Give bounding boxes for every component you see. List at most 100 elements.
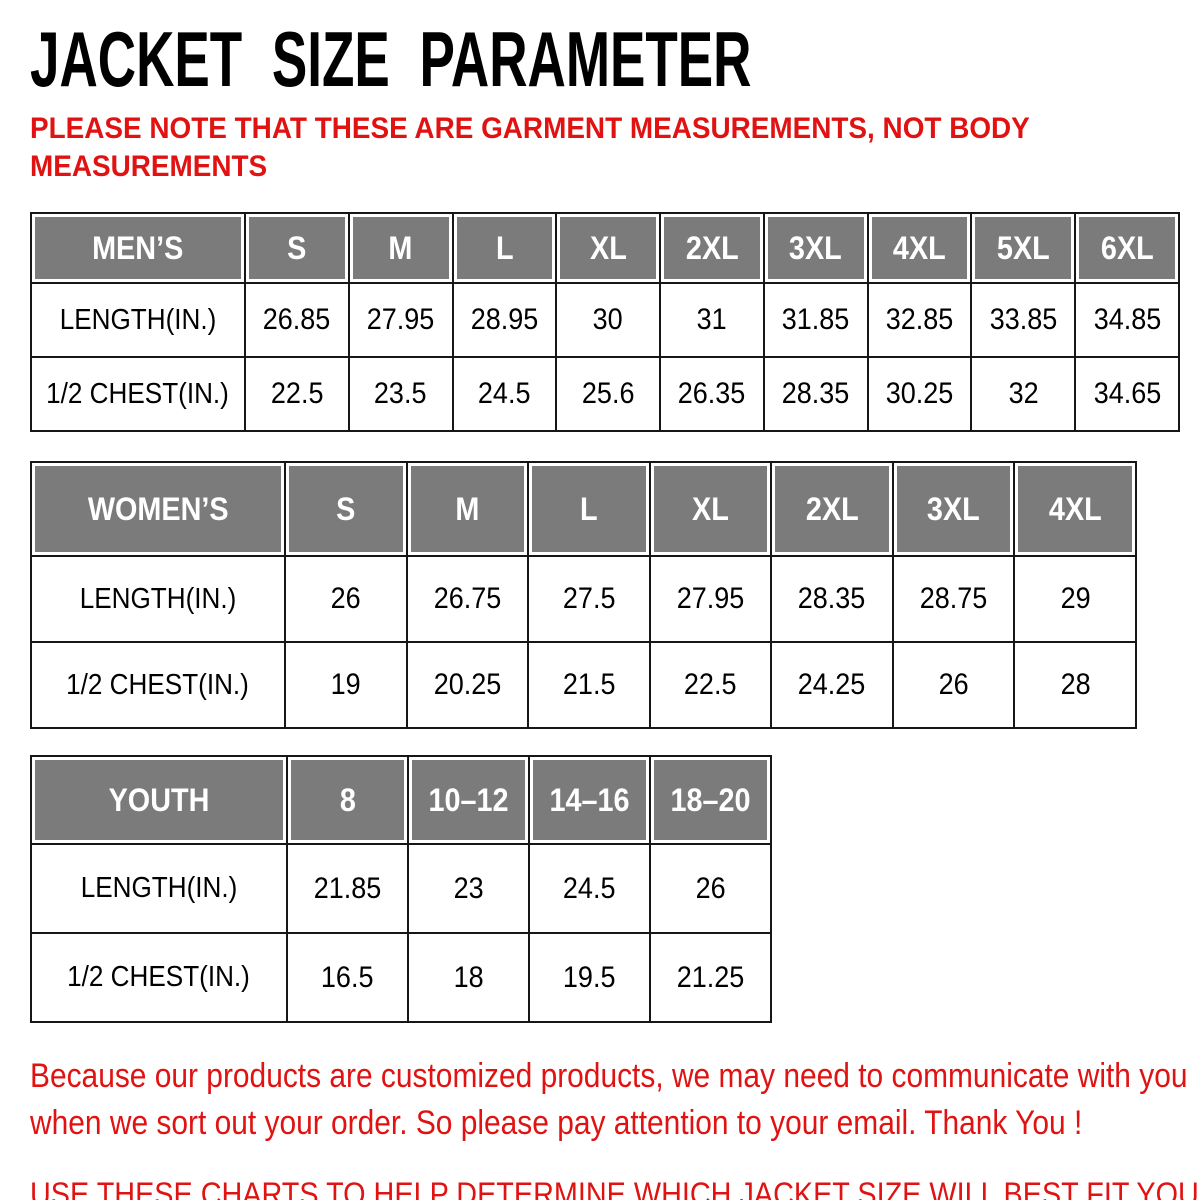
womens-row-label-0-text: LENGTH(IN.) bbox=[79, 582, 237, 615]
youth-value-0-2: 24.5 bbox=[528, 843, 651, 934]
youth-value-1-1: 18 bbox=[407, 932, 530, 1023]
youth-value-1-3: 21.25 bbox=[649, 932, 772, 1023]
youth-size-header-1: 10–12 bbox=[407, 755, 530, 845]
womens-value-1-5-text: 26 bbox=[938, 668, 969, 701]
youth-value-1-1-text: 18 bbox=[453, 960, 484, 994]
notice-line-1: Because our products are customized prod… bbox=[30, 1057, 1188, 1095]
womens-row-label-0: LENGTH(IN.) bbox=[30, 555, 286, 643]
mens-size-header-7-text: 5XL bbox=[996, 229, 1050, 266]
womens-size-header-0-text: S bbox=[336, 490, 356, 527]
mens-size-header-6: 4XL bbox=[866, 212, 973, 284]
womens-row-label-1-text: 1/2 CHEST(IN.) bbox=[66, 668, 250, 701]
mens-size-header-3-text: XL bbox=[589, 229, 627, 266]
youth-value-0-1: 23 bbox=[407, 843, 530, 934]
mens-value-1-6-text: 30.25 bbox=[885, 377, 954, 410]
mens-value-0-6-text: 32.85 bbox=[885, 303, 954, 336]
mens-size-header-7: 5XL bbox=[970, 212, 1077, 284]
youth-size-header-0: 8 bbox=[286, 755, 409, 845]
youth-value-0-0: 21.85 bbox=[286, 843, 409, 934]
garment-measurement-note: PLEASE NOTE THAT THESE ARE GARMENT MEASU… bbox=[30, 110, 1170, 186]
mens-size-header-0-text: S bbox=[287, 229, 307, 266]
womens-value-0-5: 28.75 bbox=[891, 555, 1016, 643]
womens-value-0-6: 29 bbox=[1013, 555, 1137, 643]
womens-value-1-5: 26 bbox=[891, 641, 1016, 729]
womens-group-label-text: WOMEN’S bbox=[87, 490, 229, 527]
mens-value-0-3-text: 30 bbox=[593, 303, 624, 336]
mens-size-header-1-text: M bbox=[388, 229, 413, 266]
mens-value-0-2-text: 28.95 bbox=[470, 303, 539, 336]
mens-size-header-1: M bbox=[347, 212, 454, 284]
note-line-2: MEASUREMENTS bbox=[30, 150, 268, 183]
mens-size-header-4: 2XL bbox=[659, 212, 765, 284]
mens-group-label: MEN’S bbox=[30, 212, 246, 284]
womens-header-row: WOMEN’S S M L XL 2XL 3XL 4XL bbox=[30, 461, 1137, 557]
womens-size-header-1: M bbox=[405, 461, 530, 557]
mens-value-1-5-text: 28.35 bbox=[781, 377, 850, 410]
mens-value-0-8-text: 34.85 bbox=[1093, 303, 1161, 336]
youth-value-1-0: 16.5 bbox=[286, 932, 409, 1023]
womens-value-0-1-text: 26.75 bbox=[433, 582, 502, 615]
womens-value-0-1: 26.75 bbox=[405, 555, 530, 643]
mens-value-0-0-text: 26.85 bbox=[263, 303, 331, 336]
mens-size-header-0: S bbox=[244, 212, 350, 284]
mens-size-header-3: XL bbox=[555, 212, 662, 284]
youth-size-table: YOUTH 8 10–12 14–16 18–20 LENGTH(IN.) 21.85 23 2… bbox=[30, 755, 772, 1023]
mens-value-1-7-text: 32 bbox=[1008, 377, 1039, 410]
womens-size-header-4-text: 2XL bbox=[805, 490, 859, 527]
womens-value-1-1-text: 20.25 bbox=[433, 668, 502, 701]
womens-value-1-3-text: 22.5 bbox=[684, 668, 737, 701]
womens-size-header-3-text: XL bbox=[692, 490, 729, 527]
womens-size-header-6: 4XL bbox=[1013, 461, 1137, 557]
mens-value-1-1-text: 23.5 bbox=[374, 377, 427, 410]
womens-value-0-2-text: 27.5 bbox=[562, 582, 616, 615]
mens-size-header-6-text: 4XL bbox=[893, 229, 946, 266]
mens-value-1-0: 22.5 bbox=[244, 356, 350, 432]
womens-value-1-0: 19 bbox=[284, 641, 408, 729]
mens-value-0-2: 28.95 bbox=[451, 282, 558, 358]
youth-value-0-0-text: 21.85 bbox=[313, 871, 382, 905]
womens-value-0-4-text: 28.35 bbox=[798, 582, 866, 615]
custom-order-notice: Because our products are customized prod… bbox=[30, 1053, 1188, 1147]
mens-header-row: MEN’S S M L XL 2XL 3XL 4XL 5XL 6XL bbox=[30, 212, 1180, 284]
mens-size-header-8-text: 6XL bbox=[1100, 229, 1154, 266]
mens-value-1-6: 30.25 bbox=[866, 356, 973, 432]
womens-value-0-6-text: 29 bbox=[1060, 582, 1091, 615]
mens-value-1-0-text: 22.5 bbox=[270, 377, 324, 410]
mens-value-1-3: 25.6 bbox=[555, 356, 662, 432]
womens-size-header-0: S bbox=[284, 461, 408, 557]
mens-value-0-4-text: 31 bbox=[696, 303, 727, 336]
mens-value-0-6: 32.85 bbox=[866, 282, 973, 358]
youth-size-header-0-text: 8 bbox=[339, 781, 356, 818]
youth-value-0-1-text: 23 bbox=[453, 871, 484, 905]
mens-size-header-8: 6XL bbox=[1074, 212, 1180, 284]
mens-value-0-1-text: 27.95 bbox=[366, 303, 435, 336]
youth-row-label-0-text: LENGTH(IN.) bbox=[80, 872, 238, 904]
youth-value-1-2: 19.5 bbox=[528, 932, 651, 1023]
womens-size-header-1-text: M bbox=[455, 490, 480, 527]
mens-value-1-7: 32 bbox=[970, 356, 1077, 432]
youth-row-label-1: 1/2 CHEST(IN.) bbox=[30, 932, 288, 1023]
womens-value-1-4-text: 24.25 bbox=[798, 668, 866, 701]
womens-value-1-2: 21.5 bbox=[527, 641, 651, 729]
womens-data-row-1: 1/2 CHEST(IN.) 19 20.25 21.5 22.5 24.25 26 28 bbox=[30, 641, 1137, 729]
youth-value-0-3: 26 bbox=[649, 843, 772, 934]
mens-value-0-0: 26.85 bbox=[244, 282, 350, 358]
mens-value-0-3: 30 bbox=[555, 282, 662, 358]
youth-row-label-1-text: 1/2 CHEST(IN.) bbox=[67, 961, 251, 993]
womens-value-0-0: 26 bbox=[284, 555, 408, 643]
womens-value-0-5-text: 28.75 bbox=[919, 582, 988, 615]
youth-value-1-3-text: 21.25 bbox=[676, 960, 745, 994]
youth-data-row-1: 1/2 CHEST(IN.) 16.5 18 19.5 21.25 bbox=[30, 932, 772, 1023]
womens-value-1-6: 28 bbox=[1013, 641, 1137, 729]
mens-value-0-4: 31 bbox=[659, 282, 765, 358]
mens-size-table: MEN’S S M L XL 2XL 3XL 4XL 5XL 6XL LENGTH(IN.) 26.8… bbox=[30, 212, 1180, 432]
youth-value-1-2-text: 19.5 bbox=[563, 960, 616, 994]
womens-size-header-3: XL bbox=[648, 461, 773, 557]
womens-size-header-5: 3XL bbox=[891, 461, 1016, 557]
womens-value-1-6-text: 28 bbox=[1060, 668, 1091, 701]
mens-value-0-8: 34.85 bbox=[1074, 282, 1180, 358]
mens-size-header-4-text: 2XL bbox=[685, 229, 739, 266]
mens-size-header-5-text: 3XL bbox=[789, 229, 843, 266]
mens-value-0-5-text: 31.85 bbox=[781, 303, 850, 336]
mens-size-header-5: 3XL bbox=[762, 212, 869, 284]
